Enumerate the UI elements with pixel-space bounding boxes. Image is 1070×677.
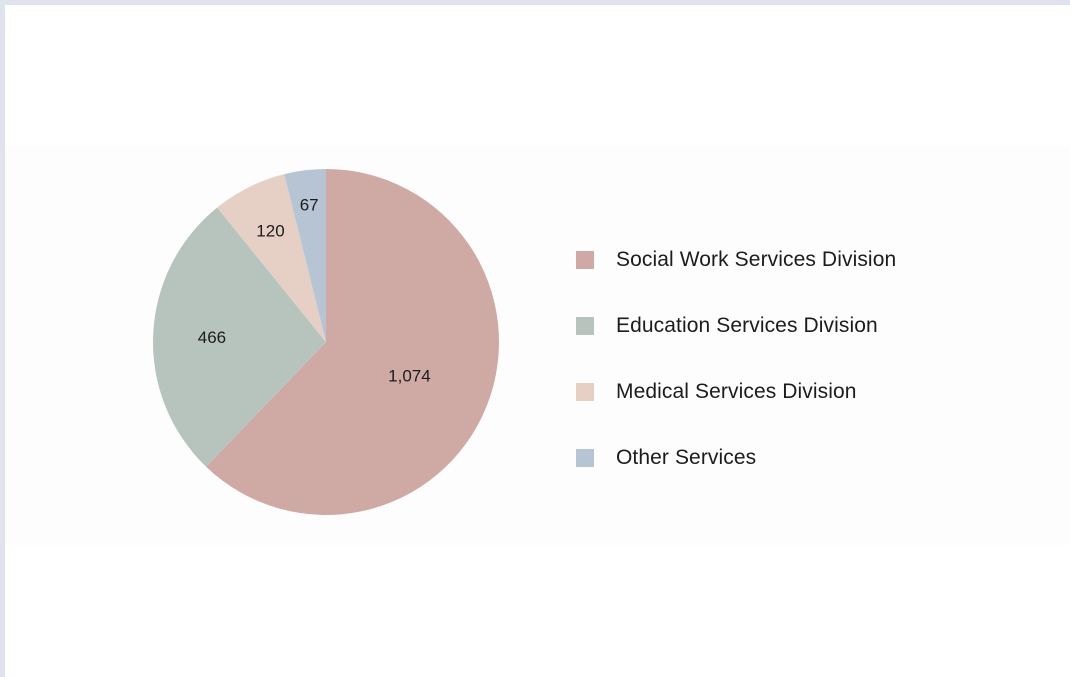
legend-item-medical: Medical Services Division xyxy=(576,359,996,425)
legend-item-other: Other Services xyxy=(576,425,996,491)
pie-slice-education xyxy=(153,207,326,467)
data-label-other: 67 xyxy=(300,196,319,215)
data-label-education: 466 xyxy=(198,328,226,347)
document-page: 1,074 466 120 67 Social Work Services Divis… xyxy=(5,5,1070,677)
legend-label-other: Other Services xyxy=(616,446,757,469)
pie-slice-medical xyxy=(217,174,326,342)
data-label-social-work: 1,074 xyxy=(388,367,431,386)
legend-swatch-medical xyxy=(576,383,594,401)
legend-item-social-work: Social Work Services Division xyxy=(576,227,996,293)
legend-swatch-other xyxy=(576,449,594,467)
legend-label-social-work: Social Work Services Division xyxy=(616,248,897,271)
data-label-medical: 120 xyxy=(256,222,284,241)
legend-label-education: Education Services Division xyxy=(616,314,878,337)
legend-item-education: Education Services Division xyxy=(576,293,996,359)
legend: Social Work Services Division Education … xyxy=(576,227,996,491)
pie-chart: 1,074 466 120 67 xyxy=(153,169,499,515)
legend-swatch-education xyxy=(576,317,594,335)
legend-swatch-social-work xyxy=(576,251,594,269)
pie-slice-social-work xyxy=(206,169,499,515)
legend-label-medical: Medical Services Division xyxy=(616,380,857,403)
pie-slice-other xyxy=(284,169,326,342)
